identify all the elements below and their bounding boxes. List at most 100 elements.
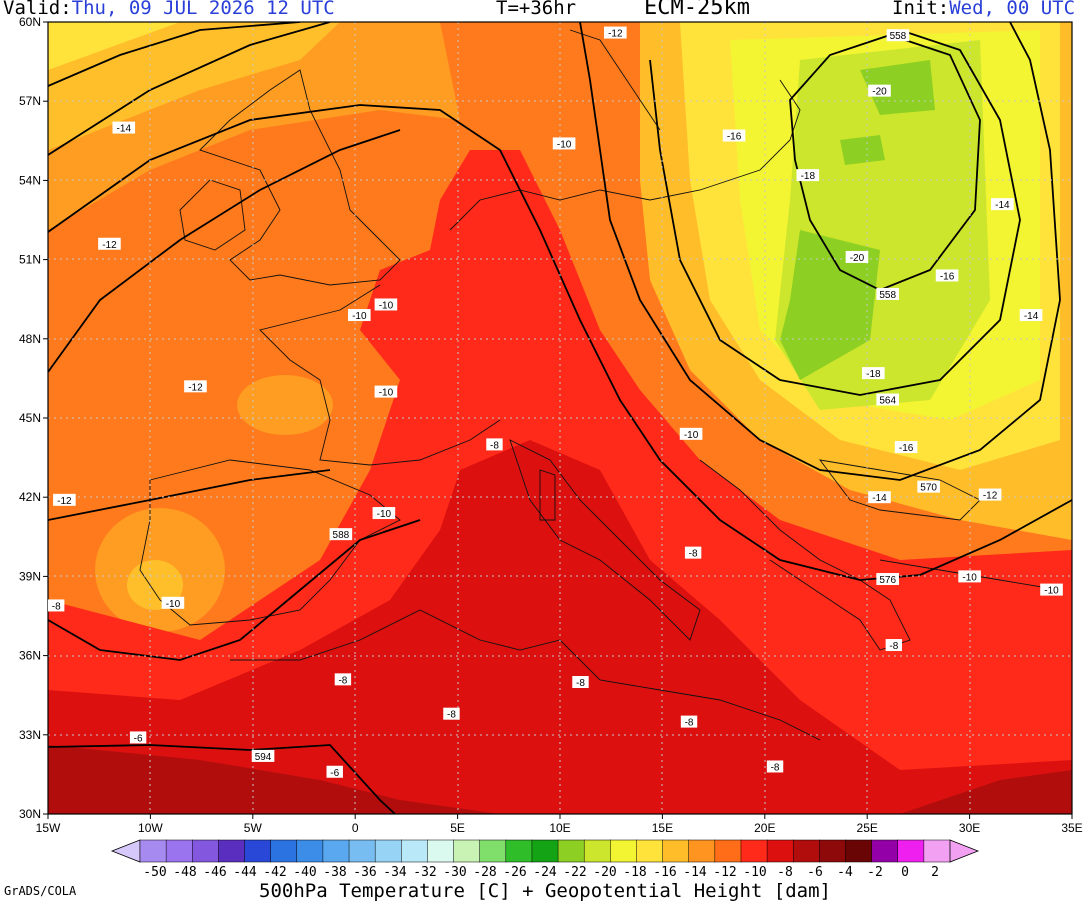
temperature-label: -14 [868,491,891,504]
temperature-label: -8 [766,760,784,773]
latitude-labels: 60N 57N 54N 51N 48N 45N 42N 39N 36N 33N 30N [19,15,48,821]
colorbar-swatch [871,839,899,863]
colorbar-label: -48 [173,865,196,880]
svg-text:-18: -18 [866,369,881,380]
colorbar-label: -14 [683,865,707,880]
lat-label: 48N [19,332,41,346]
valid-time-value: Thu, 09 JUL 2026 12 UTC [71,0,335,19]
svg-text:558: 558 [879,290,896,301]
colorbar-label: -18 [623,865,646,880]
colorbar-label: -44 [233,865,257,880]
contour-558 [789,34,981,291]
lon-label: 15E [652,821,673,835]
height-label: 570 [917,480,940,494]
height-label: 564 [876,393,899,407]
temperature-label: -8 [486,438,503,451]
colorbar-swatch [897,839,925,863]
svg-text:-16: -16 [940,271,955,282]
colorbar-swatch [819,839,847,863]
svg-text:-8: -8 [889,641,898,652]
svg-text:-12: -12 [102,240,117,251]
lat-lon-grid [48,22,1072,814]
svg-text:-16: -16 [727,132,742,143]
temperature-label: -20 [845,250,869,264]
colorbar-left-arrow [110,839,141,863]
height-label: 558 [886,29,910,42]
temperature-label: -10 [372,507,396,520]
lat-label: 33N [19,728,41,742]
svg-text:-20: -20 [850,253,865,264]
colorbar-swatch [139,839,167,863]
coast-black-sea [818,459,981,521]
lat-label: 54N [19,173,41,187]
temperature-label: -8 [572,676,589,689]
svg-text:-10: -10 [379,388,394,399]
temperature-label: -8 [680,715,698,729]
temperature-label: -18 [796,169,820,182]
colorbar-right-arrow [949,839,980,863]
svg-text:-8: -8 [689,549,698,560]
coast-north-africa [230,609,821,741]
colorbar-label: 0 [901,865,909,880]
height-label: 576 [876,573,899,586]
temperature-label: -10 [374,385,398,399]
temperature-label: -8 [684,546,702,560]
trough-core-mid [840,135,885,165]
temperature-label: -14 [991,198,1014,211]
lon-label: 25E [857,821,878,835]
temperature-label: -16 [894,441,918,454]
temperature-label: -10 [552,137,576,150]
temperature-label: -12 [603,26,627,40]
svg-text:-6: -6 [134,733,143,744]
colorbar-swatch [740,839,768,863]
svg-text:-8: -8 [490,440,499,451]
colorbar-label: -12 [713,865,736,880]
lat-label: 42N [19,490,41,504]
temp-warmer-core [48,440,1072,814]
contour-594 [48,744,396,814]
colorbar-swatch [845,839,873,863]
lon-label: 20E [754,821,775,835]
colorbar-label: -8 [777,865,793,880]
temperature-label: -8 [885,639,903,652]
colorbar-swatch [322,839,350,863]
temperature-label: -18 [862,367,885,380]
svg-text:564: 564 [879,396,896,407]
height-labels: 558 558 564 570 576 588 594 [251,29,940,763]
coast-iberia [139,459,401,626]
contour-534 [48,22,331,156]
colorbar-swatch [348,839,376,863]
colorbar-label: -26 [503,865,526,880]
temp-hot-south-west [48,745,500,814]
svg-text:-8: -8 [52,601,61,612]
lat-label: 57N [19,94,41,108]
svg-text:-12: -12 [188,382,203,393]
colorbar-swatch [270,839,298,863]
colorbar-label: -38 [323,865,346,880]
colorbar-swatch [662,839,690,863]
temperature-label: -12 [184,380,207,393]
svg-text:-14: -14 [995,200,1010,211]
colorbar-swatch [453,839,481,863]
height-label: 594 [251,749,275,763]
contour-564 [649,29,1021,396]
lon-label: 5E [450,821,465,835]
temperature-label: -6 [326,765,343,779]
svg-text:-10: -10 [352,311,367,322]
temp-band-corner [48,22,180,70]
colorbar-swatch [218,839,246,863]
svg-text:-6: -6 [330,768,339,779]
svg-text:-14: -14 [1024,311,1039,322]
svg-text:-12: -12 [983,491,998,502]
credit-text: GrADS/COLA [4,884,77,898]
colorbar-label: -34 [383,865,407,880]
colorbar-label: -28 [473,865,496,880]
svg-text:-10: -10 [962,572,977,583]
svg-text:-8: -8 [576,678,585,689]
colorbar-swatch [766,839,794,863]
temperature-label: -6 [129,731,147,744]
temperature-label: -10 [347,309,371,322]
colorbar-swatch [401,839,429,863]
model-name: ECM-25km [644,0,750,20]
svg-text:-8: -8 [685,718,694,729]
